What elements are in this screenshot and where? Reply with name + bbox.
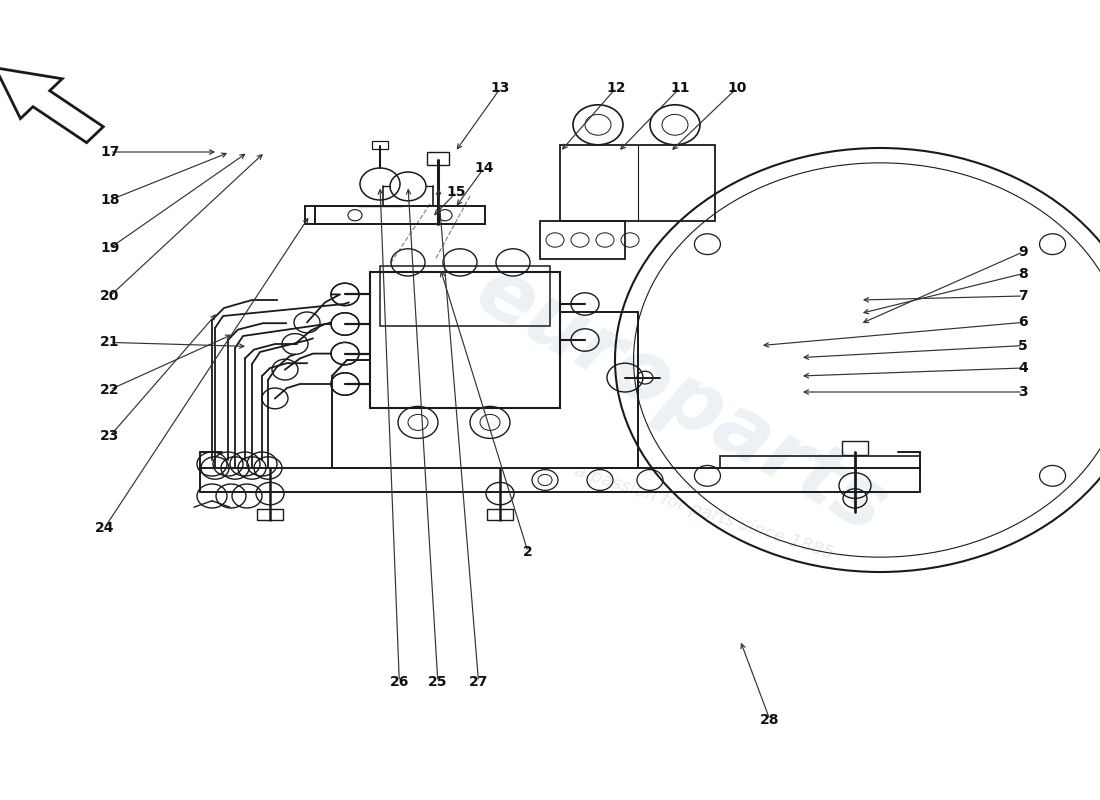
Bar bbox=[427, 152, 449, 165]
Bar bbox=[370, 272, 560, 408]
Text: 4: 4 bbox=[1019, 361, 1027, 375]
Text: 27: 27 bbox=[469, 674, 488, 689]
Text: 5: 5 bbox=[1019, 338, 1027, 353]
Text: 24: 24 bbox=[95, 521, 114, 535]
Text: 14: 14 bbox=[474, 161, 494, 175]
Text: 12: 12 bbox=[606, 81, 626, 95]
Text: 7: 7 bbox=[1019, 289, 1027, 303]
Text: 19: 19 bbox=[100, 241, 120, 255]
Text: 25: 25 bbox=[428, 674, 448, 689]
Text: 9: 9 bbox=[1019, 245, 1027, 259]
Bar bbox=[540, 221, 625, 259]
Text: 8: 8 bbox=[1019, 266, 1027, 281]
Text: 17: 17 bbox=[100, 145, 120, 159]
Text: 28: 28 bbox=[760, 713, 780, 727]
Bar bbox=[842, 441, 868, 455]
Text: 6: 6 bbox=[1019, 315, 1027, 330]
Text: 18: 18 bbox=[100, 193, 120, 207]
Bar bbox=[315, 206, 485, 224]
Text: 22: 22 bbox=[100, 382, 120, 397]
Bar bbox=[372, 141, 388, 149]
Text: europarts: europarts bbox=[462, 250, 902, 550]
Text: 15: 15 bbox=[447, 185, 466, 199]
Text: 10: 10 bbox=[727, 81, 747, 95]
Bar bbox=[487, 509, 513, 520]
Bar bbox=[560, 145, 715, 221]
Text: 21: 21 bbox=[100, 335, 120, 350]
Text: 3: 3 bbox=[1019, 385, 1027, 399]
Bar bbox=[379, 266, 550, 326]
Bar bbox=[257, 509, 283, 520]
Text: a passion for parts since 1885: a passion for parts since 1885 bbox=[572, 462, 836, 562]
Text: 13: 13 bbox=[491, 81, 510, 95]
Text: 11: 11 bbox=[670, 81, 690, 95]
Text: 2: 2 bbox=[524, 545, 532, 559]
Text: 23: 23 bbox=[100, 429, 120, 443]
Text: 20: 20 bbox=[100, 289, 120, 303]
Text: 26: 26 bbox=[389, 674, 409, 689]
